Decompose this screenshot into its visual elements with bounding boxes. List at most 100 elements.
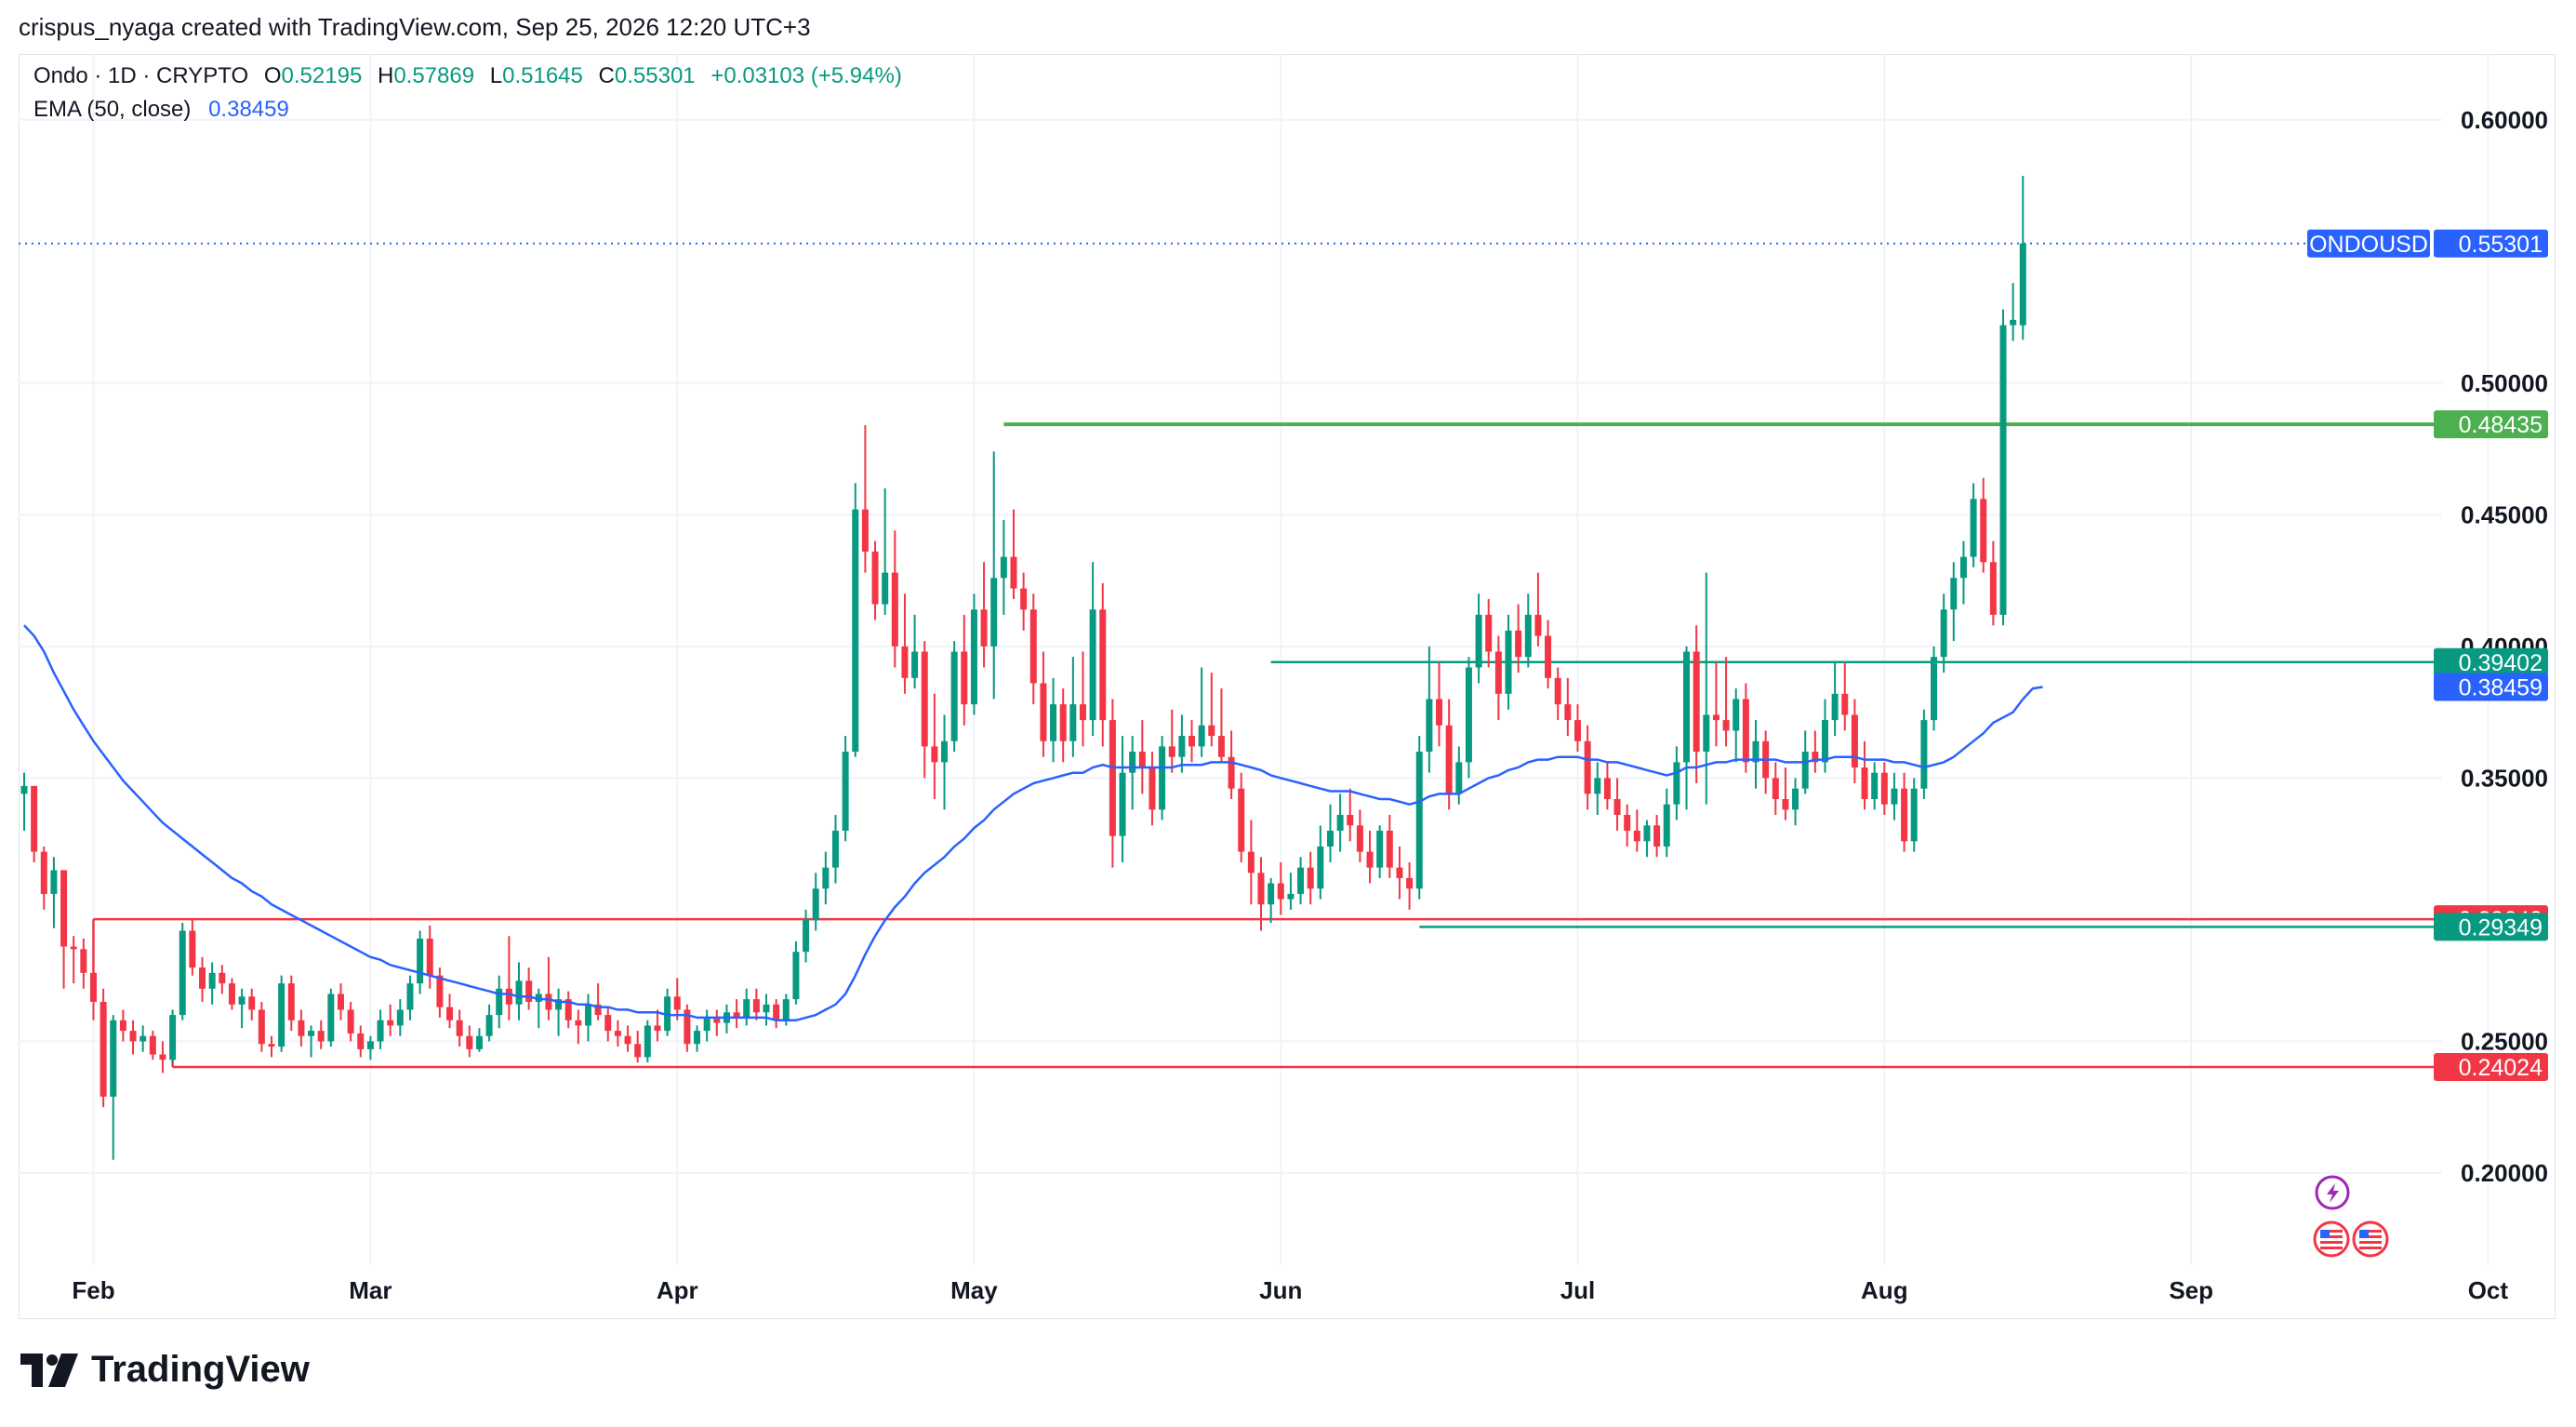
candle-body[interactable] <box>219 972 226 984</box>
candle-body[interactable] <box>1159 746 1166 810</box>
candle-body[interactable] <box>980 609 988 647</box>
candle-body[interactable] <box>50 870 58 894</box>
candle-body[interactable] <box>694 1031 701 1045</box>
candle-body[interactable] <box>1733 699 1740 731</box>
candle-body[interactable] <box>1277 883 1284 900</box>
candle-body[interactable] <box>1129 752 1136 773</box>
candle-body[interactable] <box>1821 720 1828 763</box>
candle-body[interactable] <box>1268 883 1275 905</box>
candle-body[interactable] <box>1564 704 1572 721</box>
candle-body[interactable] <box>1752 740 1759 763</box>
candle-body[interactable] <box>1386 830 1393 868</box>
candle-body[interactable] <box>387 1020 394 1026</box>
candle-body[interactable] <box>159 1054 166 1060</box>
candle-body[interactable] <box>1782 799 1789 810</box>
candle-body[interactable] <box>803 920 810 953</box>
candle-body[interactable] <box>891 572 898 647</box>
candle-body[interactable] <box>1485 614 1493 652</box>
candle-body[interactable] <box>1247 851 1255 874</box>
candle-body[interactable] <box>921 651 928 747</box>
candle-body[interactable] <box>436 975 444 1007</box>
candle-body[interactable] <box>377 1020 384 1042</box>
candle-body[interactable] <box>515 980 523 1005</box>
candle-body[interactable] <box>673 996 681 1010</box>
candle-body[interactable] <box>496 988 503 1016</box>
candle-body[interactable] <box>1554 677 1561 705</box>
candle-body[interactable] <box>822 867 830 889</box>
candle-body[interactable] <box>644 1025 651 1058</box>
candle-body[interactable] <box>31 785 38 852</box>
chart-frame[interactable] <box>19 54 2556 1319</box>
candle-body[interactable] <box>752 999 760 1013</box>
candle-body[interactable] <box>1633 830 1640 842</box>
candle-body[interactable] <box>1208 725 1215 737</box>
candle-body[interactable] <box>1307 867 1314 889</box>
candle-body[interactable] <box>1989 562 1997 615</box>
candle-body[interactable] <box>604 1015 612 1032</box>
candle-body[interactable] <box>575 1020 582 1026</box>
candle-body[interactable] <box>366 1041 374 1049</box>
candle-body[interactable] <box>545 994 552 1010</box>
candle-body[interactable] <box>1940 609 1947 658</box>
candle-body[interactable] <box>911 651 919 678</box>
candle-body[interactable] <box>1673 762 1680 805</box>
candle-body[interactable] <box>743 999 750 1018</box>
candle-body[interactable] <box>1326 830 1334 847</box>
candle-body[interactable] <box>1663 804 1670 847</box>
candle-body[interactable] <box>1059 704 1067 741</box>
candle-body[interactable] <box>1029 609 1037 684</box>
candle-body[interactable] <box>475 1035 483 1049</box>
candle-body[interactable] <box>1950 578 1958 610</box>
candle-body[interactable] <box>871 551 879 605</box>
candle-body[interactable] <box>357 1033 365 1049</box>
candle-body[interactable] <box>456 1020 463 1036</box>
candle-body[interactable] <box>861 509 869 552</box>
candle-body[interactable] <box>485 1015 493 1036</box>
candle-body[interactable] <box>1573 720 1581 741</box>
candle-body[interactable] <box>40 851 47 894</box>
candle-body[interactable] <box>792 952 800 1000</box>
candle-body[interactable] <box>773 1004 780 1020</box>
candle-body[interactable] <box>228 983 235 1005</box>
candle-body[interactable] <box>664 996 671 1032</box>
candle-body[interactable] <box>713 1017 721 1023</box>
candle-body[interactable] <box>1040 683 1047 741</box>
candle-body[interactable] <box>1079 704 1086 721</box>
candle-body[interactable] <box>1959 556 1967 579</box>
candle-body[interactable] <box>1653 825 1661 847</box>
candle-body[interactable] <box>278 983 285 1047</box>
candle-body[interactable] <box>1228 756 1235 789</box>
candle-body[interactable] <box>1356 825 1363 852</box>
candle-body[interactable] <box>1406 877 1414 889</box>
candle-body[interactable] <box>505 988 512 1005</box>
candle-body[interactable] <box>1891 788 1898 805</box>
candle-body[interactable] <box>1138 752 1146 768</box>
us-flag-event-icon[interactable] <box>2313 1220 2350 1258</box>
candle-body[interactable] <box>1861 767 1868 800</box>
candle-body[interactable] <box>1613 799 1621 815</box>
candle-body[interactable] <box>1475 614 1482 668</box>
candle-body[interactable] <box>812 888 819 921</box>
candle-body[interactable] <box>1119 772 1126 836</box>
candle-body[interactable] <box>89 972 97 1002</box>
candle-body[interactable] <box>1910 788 1918 842</box>
candle-body[interactable] <box>70 946 77 950</box>
candle-body[interactable] <box>466 1035 473 1049</box>
candle-body[interactable] <box>782 999 790 1020</box>
candle-body[interactable] <box>1851 714 1858 768</box>
ema-line[interactable] <box>23 624 2043 1022</box>
candle-body[interactable] <box>1603 778 1611 800</box>
candle-body[interactable] <box>1168 746 1175 757</box>
candle-body[interactable] <box>20 785 28 794</box>
candle-body[interactable] <box>80 949 87 973</box>
candle-body[interactable] <box>1712 714 1720 721</box>
us-flag-event-icon[interactable] <box>2352 1220 2389 1258</box>
candle-body[interactable] <box>882 572 889 605</box>
candle-body[interactable] <box>287 983 295 1020</box>
candle-body[interactable] <box>634 1044 642 1058</box>
candle-body[interactable] <box>1980 499 1987 563</box>
candle-body[interactable] <box>624 1035 631 1045</box>
candle-body[interactable] <box>248 996 256 1010</box>
candle-body[interactable] <box>406 983 414 1010</box>
